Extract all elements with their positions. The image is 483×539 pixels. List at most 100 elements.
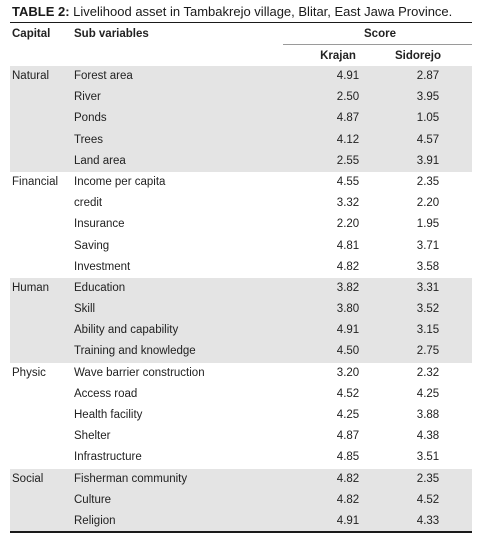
sidorejo-score-cell: 3.71 — [416, 239, 440, 252]
sub-variable-cell: Saving — [74, 239, 110, 252]
capital-group: Natural Forest area 4.91 2.87 River 2.50 3.95 P… — [10, 66, 472, 172]
table-row: Physic Wave barrier construction 3.20 2.32 — [10, 363, 472, 384]
header-sub-variables: Sub variables — [74, 28, 149, 40]
score-underline — [283, 44, 472, 45]
table-caption-label: TABLE 2: — [12, 4, 70, 19]
capital-group: Financial Income per capita 4.55 2.35 credit… — [10, 172, 472, 278]
table-row: Trees 4.12 4.57 — [10, 130, 472, 151]
krajan-score-cell: 4.52 — [336, 387, 360, 400]
sidorejo-score-cell: 4.52 — [416, 493, 440, 506]
table-row: Human Education 3.82 3.31 — [10, 278, 472, 299]
sidorejo-score-cell: 3.52 — [416, 303, 440, 316]
sub-variable-cell: Trees — [74, 133, 103, 146]
sidorejo-score-cell: 3.95 — [416, 91, 440, 104]
sidorejo-score-cell: 4.25 — [416, 387, 440, 400]
sidorejo-score-cell: 3.58 — [416, 260, 440, 273]
krajan-score-cell: 2.55 — [336, 154, 360, 167]
sidorejo-score-cell: 2.20 — [416, 197, 440, 210]
table-row: Social Fisherman community 4.82 2.35 — [10, 469, 472, 490]
table-row: Culture 4.82 4.52 — [10, 490, 472, 511]
header-krajan: Krajan — [320, 50, 356, 62]
krajan-score-cell: 2.50 — [336, 91, 360, 104]
krajan-score-cell: 4.82 — [336, 493, 360, 506]
table-caption-text: Livelihood asset in Tambakrejo village, … — [69, 4, 453, 19]
table-row: Ability and capability 4.91 3.15 — [10, 320, 472, 341]
table-row: Infrastructure 4.85 3.51 — [10, 447, 472, 468]
sub-variable-cell: Wave barrier construction — [74, 366, 205, 379]
krajan-score-cell: 4.82 — [336, 472, 360, 485]
sub-variable-cell: Ability and capability — [74, 324, 179, 337]
sub-variable-cell: Shelter — [74, 430, 111, 443]
sub-variable-cell: Infrastructure — [74, 451, 142, 464]
table-row: Shelter 4.87 4.38 — [10, 426, 472, 447]
capital-group: Human Education 3.82 3.31 Skill 3.80 3.52 Abili… — [10, 277, 472, 363]
krajan-score-cell: 3.32 — [336, 197, 360, 210]
table-row: Health facility 4.25 3.88 — [10, 405, 472, 426]
krajan-score-cell: 4.91 — [336, 324, 360, 337]
table-row: Insurance 2.20 1.95 — [10, 214, 472, 235]
table-row: Training and knowledge 4.50 2.75 — [10, 341, 472, 362]
krajan-score-cell: 4.87 — [336, 430, 360, 443]
sub-variable-cell: Fisherman community — [74, 472, 188, 485]
sub-variable-cell: Access road — [74, 387, 138, 400]
krajan-score-cell: 4.12 — [336, 133, 360, 146]
capital-cell: Social — [12, 472, 44, 485]
sidorejo-score-cell: 2.32 — [416, 366, 440, 379]
krajan-score-cell: 3.20 — [336, 366, 360, 379]
capital-cell: Financial — [12, 175, 59, 188]
header-score: Score — [364, 28, 396, 40]
krajan-score-cell: 4.81 — [336, 239, 360, 252]
table-row: Religion 4.91 4.33 — [10, 511, 472, 532]
krajan-score-cell: 3.82 — [336, 281, 360, 294]
krajan-score-cell: 4.85 — [336, 451, 360, 464]
sidorejo-score-cell: 2.87 — [416, 70, 440, 82]
sub-variable-cell: Investment — [74, 260, 131, 273]
table-row: Skill 3.80 3.52 — [10, 299, 472, 320]
krajan-score-cell: 4.50 — [336, 345, 360, 358]
sub-variable-cell: Ponds — [74, 112, 107, 125]
sub-variable-cell: Skill — [74, 303, 96, 316]
table-row: Investment 4.82 3.58 — [10, 257, 472, 278]
sub-variable-cell: Culture — [74, 493, 112, 506]
sidorejo-score-cell: 1.05 — [416, 112, 440, 125]
top-rule — [10, 22, 472, 23]
sidorejo-score-cell: 3.91 — [416, 154, 440, 167]
table-row: Saving 4.81 3.71 — [10, 236, 472, 257]
sidorejo-score-cell: 4.38 — [416, 430, 440, 443]
sub-variable-cell: River — [74, 91, 101, 104]
sidorejo-score-cell: 3.15 — [416, 324, 440, 337]
sub-variable-cell: Income per capita — [74, 175, 166, 188]
sub-variable-cell: Forest area — [74, 70, 133, 82]
bottom-rule — [10, 531, 472, 533]
sub-variable-cell: Health facility — [74, 409, 143, 421]
sub-variable-cell: credit — [74, 197, 103, 210]
sub-variable-cell: Land area — [74, 154, 126, 167]
sidorejo-score-cell: 3.88 — [416, 409, 440, 421]
sidorejo-score-cell: 2.75 — [416, 345, 440, 358]
sidorejo-score-cell: 4.33 — [416, 514, 440, 527]
krajan-score-cell: 4.25 — [336, 409, 360, 421]
table-row: River 2.50 3.95 — [10, 87, 472, 108]
krajan-score-cell: 4.82 — [336, 260, 360, 273]
capital-group: Physic Wave barrier construction 3.20 2.32 A… — [10, 363, 472, 469]
sub-variable-cell: Insurance — [74, 218, 125, 231]
table-body: Natural Forest area 4.91 2.87 River 2.50 3.95 P… — [10, 66, 472, 533]
sidorejo-score-cell: 4.57 — [416, 133, 440, 146]
header-sidorejo: Sidorejo — [394, 50, 441, 62]
capital-cell: Natural — [12, 70, 50, 82]
krajan-score-cell: 2.20 — [336, 218, 360, 231]
capital-group: Social Fisherman community 4.82 2.35 Culture… — [10, 468, 472, 533]
table-row: Ponds 4.87 1.05 — [10, 108, 472, 129]
krajan-score-cell: 4.91 — [336, 70, 360, 82]
sub-variable-cell: Education — [74, 281, 126, 294]
table-row: Access road 4.52 4.25 — [10, 384, 472, 405]
sidorejo-score-cell: 2.35 — [416, 175, 440, 188]
sidorejo-score-cell: 3.51 — [416, 451, 440, 464]
krajan-score-cell: 4.91 — [336, 514, 360, 527]
sub-variable-cell: Religion — [74, 514, 116, 527]
krajan-score-cell: 4.87 — [336, 112, 360, 125]
sidorejo-score-cell: 3.31 — [416, 281, 440, 294]
table-row: Land area 2.55 3.91 — [10, 151, 472, 172]
capital-cell: Human — [12, 281, 50, 294]
